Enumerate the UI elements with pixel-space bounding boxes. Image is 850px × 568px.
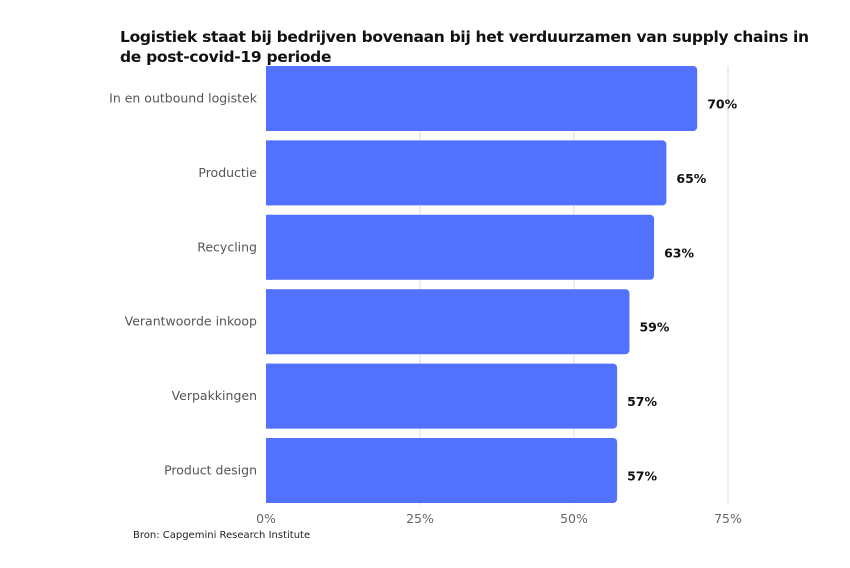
bar (266, 140, 667, 206)
chart-source: Bron: Capgemini Research Institute (133, 530, 311, 541)
value-label: 65% (676, 171, 706, 186)
bar-edge (266, 363, 272, 429)
category-label: Verantwoorde inkoop (125, 314, 257, 329)
value-label: 63% (664, 245, 694, 260)
category-label: Recycling (197, 239, 257, 254)
x-tick-label: 0% (256, 511, 276, 526)
bar-edge (266, 289, 272, 355)
category-label: Verpakkingen (172, 388, 257, 403)
bar-edge (266, 66, 272, 131)
value-label: 57% (627, 469, 657, 484)
bar-edge (266, 438, 272, 503)
value-label: 59% (639, 320, 669, 335)
bar (266, 289, 630, 355)
category-label: Product design (164, 463, 257, 478)
chart-title: Logistiek staat bij bedrijven bovenaan b… (120, 28, 809, 66)
bar (266, 66, 698, 131)
bar (266, 438, 618, 503)
x-tick-label: 75% (714, 511, 742, 526)
category-label: In en outbound logistek (109, 91, 258, 106)
bar (266, 363, 618, 429)
bar-edge (266, 214, 272, 280)
value-label: 57% (627, 394, 657, 409)
x-tick-label: 50% (560, 511, 588, 526)
value-label: 70% (707, 97, 737, 112)
bar-edge (266, 140, 272, 206)
category-label: Productie (198, 165, 257, 180)
x-tick-label: 25% (406, 511, 434, 526)
bar (266, 214, 655, 280)
